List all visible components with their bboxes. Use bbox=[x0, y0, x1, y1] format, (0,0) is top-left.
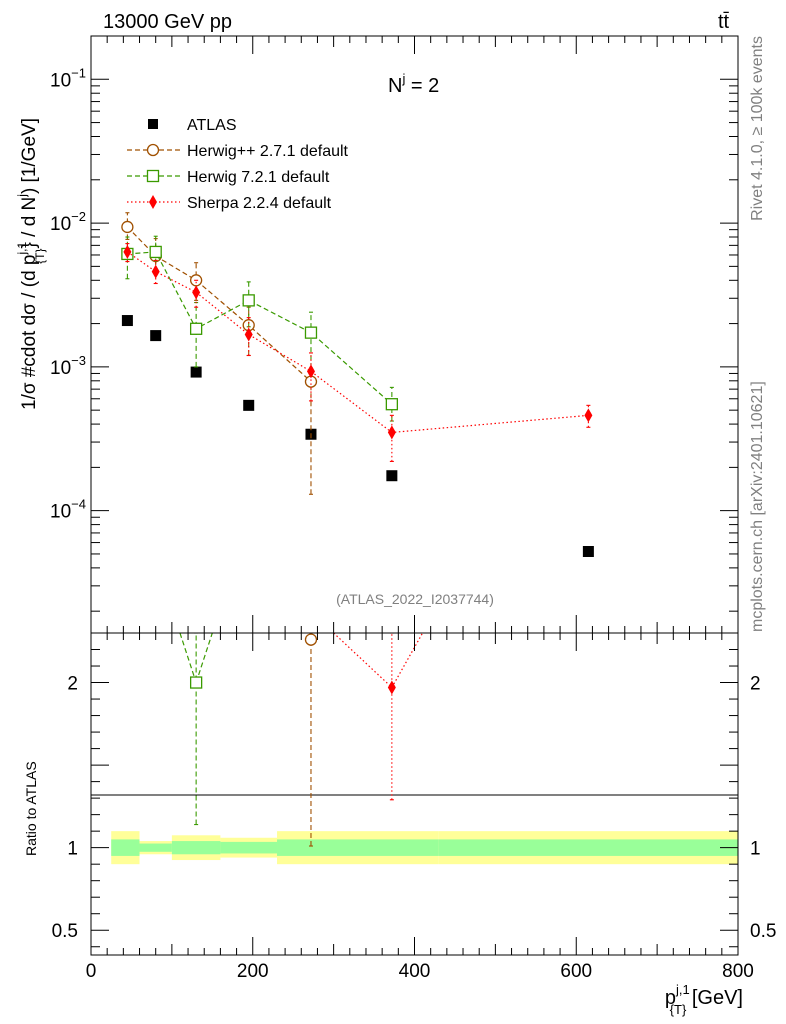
atlas-point bbox=[386, 470, 398, 482]
process-label: tt̄ bbox=[718, 11, 730, 33]
main-panel: 10−110−210−310−4 Nj = 2 (ATLAS_2022_I203… bbox=[15, 35, 739, 634]
main-y-tick-label: 10−1 bbox=[50, 65, 86, 91]
main-y-axis-label-b: } / d N bbox=[19, 197, 40, 249]
ratio-band-stat bbox=[171, 841, 221, 855]
main-y-tick-label-base: 10 bbox=[50, 358, 71, 379]
ratio-y-tick-label-right: 0.5 bbox=[750, 921, 776, 942]
herwig7-line bbox=[127, 251, 393, 405]
sherpa-point bbox=[584, 408, 593, 423]
panel-title: Nj = 2 bbox=[388, 71, 439, 97]
ratio-band-stat bbox=[111, 839, 140, 856]
herwig7-point bbox=[385, 398, 399, 411]
x-axis-label-main: p bbox=[665, 987, 676, 1009]
main-y-axis-label-c: ) [1/GeV] bbox=[19, 118, 40, 194]
ratio-band-stat bbox=[438, 839, 738, 856]
ratio-band-stat bbox=[277, 839, 439, 856]
panel-title-main: N bbox=[388, 75, 402, 97]
x-tick-label: 0 bbox=[86, 961, 97, 982]
mcplots-label: mcplots.cern.ch [arXiv:2401.10621] bbox=[749, 381, 766, 632]
legend-herwigpp-label: Herwig++ 2.7.1 default bbox=[187, 143, 349, 160]
legend-herwig7-label: Herwig 7.2.1 default bbox=[187, 169, 330, 186]
herwig7-point bbox=[304, 326, 318, 339]
ratio-band-stat bbox=[220, 841, 278, 854]
ratio-y-tick-label: 2 bbox=[67, 674, 78, 695]
x-tick-label: 200 bbox=[237, 961, 269, 982]
main-y-tick-label-exp: −4 bbox=[71, 497, 86, 512]
ratio-axes: 0.5 0.5 1 1 2 2 0 200 400 600 800 bbox=[52, 632, 776, 982]
x-tick-label: 800 bbox=[722, 961, 754, 982]
rivet-label: Rivet 4.1.0, ≥ 100k events bbox=[749, 36, 766, 221]
ratio-y-tick-label: 0.5 bbox=[52, 921, 78, 942]
main-data-layer bbox=[121, 212, 594, 558]
x-axis-label: pj,1 {T} [GeV] bbox=[665, 982, 743, 1017]
main-y-tick-label: 10−3 bbox=[50, 353, 86, 379]
legend-atlas-label: ATLAS bbox=[187, 117, 237, 134]
main-y-axis-label-sup2: j bbox=[15, 194, 29, 198]
x-tick-label: 400 bbox=[399, 961, 431, 982]
ratio-panel: 0.5 0.5 1 1 2 2 0 200 400 600 800 Ratio to ATLAS p… bbox=[23, 632, 776, 1017]
main-y-axis-label-sup: j,1 bbox=[15, 242, 29, 256]
herwig7-point bbox=[242, 294, 255, 307]
x-axis-label-sup: j,1 bbox=[675, 982, 690, 997]
sherpa-point bbox=[306, 364, 315, 379]
panel-title-rest: = 2 bbox=[405, 75, 439, 97]
ratio-y-axis-label: Ratio to ATLAS bbox=[23, 761, 39, 856]
herwig7-point bbox=[189, 322, 203, 335]
main-y-tick-label: 10−4 bbox=[50, 497, 86, 523]
sherpa-point bbox=[244, 327, 253, 342]
legend-atlas-marker bbox=[148, 119, 158, 129]
sherpa-point bbox=[192, 285, 201, 300]
main-y-tick-label-exp: −2 bbox=[71, 209, 86, 224]
atlas-point bbox=[243, 399, 255, 411]
main-y-tick-label-exp: −3 bbox=[71, 353, 86, 368]
sherpa-ratio-point bbox=[387, 680, 396, 695]
legend: ATLAS Herwig++ 2.7.1 default Herwig 7.2.… bbox=[127, 117, 349, 212]
main-y-tick-label-base: 10 bbox=[50, 502, 71, 523]
ratio-bands bbox=[111, 831, 738, 865]
atlas-point bbox=[121, 315, 133, 327]
herwig7-point bbox=[149, 245, 162, 259]
main-y-tick-label-base: 10 bbox=[50, 70, 71, 91]
legend-herwigpp-marker bbox=[146, 143, 160, 157]
herwig7-ratio-line bbox=[195, 633, 213, 683]
sherpa-ratio-line bbox=[391, 633, 424, 688]
panel-title-sup: j bbox=[401, 71, 405, 86]
ratio-y-tick-label-right: 2 bbox=[750, 674, 761, 695]
x-tick-label: 600 bbox=[560, 961, 592, 982]
x-axis-label-sub: {T} bbox=[670, 1002, 687, 1017]
atlas-point bbox=[150, 330, 162, 342]
atlas-point bbox=[190, 366, 202, 378]
sherpa-ratio-line bbox=[333, 633, 393, 688]
main-y-axis-label-sub: {T} bbox=[33, 248, 47, 263]
ratio-y-tick-label: 1 bbox=[67, 839, 78, 860]
sherpa-point bbox=[123, 244, 132, 259]
ratio-y-tick-label-right: 1 bbox=[750, 839, 761, 860]
main-y-tick-label: 10−2 bbox=[50, 209, 86, 235]
sherpa-point bbox=[151, 264, 160, 279]
herwigpp-line bbox=[126, 226, 312, 383]
main-y-axis-label-a: 1/σ #cdot dσ / (d p bbox=[19, 255, 40, 410]
herwigpp-ratio-point bbox=[304, 633, 318, 646]
legend-sherpa-label: Sherpa 2.2.4 default bbox=[187, 195, 332, 212]
ratio-frame bbox=[90, 632, 739, 956]
energy-label: 13000 GeV pp bbox=[103, 11, 232, 33]
main-y-tick-label-exp: −1 bbox=[71, 65, 86, 80]
main-y-axis-label: 1/σ #cdot dσ / (d pj,1 {T}} / d Nj) [1/Ge… bbox=[15, 118, 47, 410]
analysis-label: (ATLAS_2022_I2037744) bbox=[336, 591, 494, 607]
legend-herwig7-marker bbox=[146, 169, 160, 183]
atlas-point bbox=[582, 546, 594, 558]
main-y-tick-label-base: 10 bbox=[50, 214, 71, 235]
ratio-data-layer bbox=[179, 633, 424, 847]
herwigpp-point bbox=[121, 220, 134, 234]
herwig7-ratio-line bbox=[179, 633, 197, 683]
main-axes: 10−110−210−310−4 bbox=[50, 35, 739, 633]
herwig7-ratio-point bbox=[189, 676, 203, 689]
x-axis-label-unit: [GeV] bbox=[686, 987, 743, 1009]
legend-sherpa-marker bbox=[149, 195, 157, 209]
sherpa-point bbox=[387, 425, 396, 440]
ratio-band-stat bbox=[139, 843, 172, 852]
